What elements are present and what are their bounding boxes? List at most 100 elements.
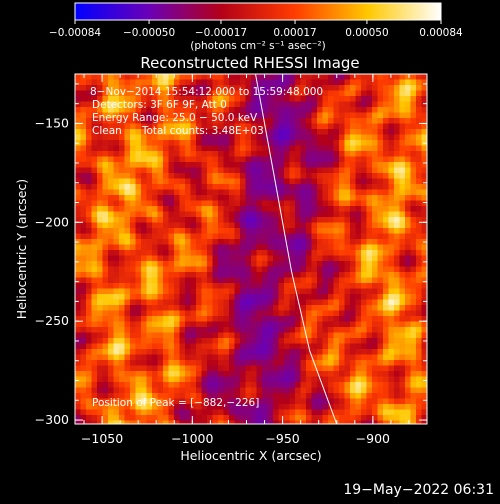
heatmap-cell xyxy=(421,184,427,190)
heatmap-cell xyxy=(119,239,125,245)
heatmap-cell xyxy=(355,162,362,168)
heatmap-cell xyxy=(174,151,180,157)
heatmap-cell xyxy=(355,151,362,157)
heatmap-cell xyxy=(300,404,307,410)
heatmap-cell xyxy=(278,305,285,311)
heatmap-cell xyxy=(119,360,125,366)
heatmap-cell xyxy=(124,393,131,399)
heatmap-cell xyxy=(157,415,164,421)
heatmap-cell xyxy=(317,327,323,333)
heatmap-cell xyxy=(124,250,131,256)
heatmap-cell xyxy=(163,206,169,212)
heatmap-cell xyxy=(388,145,395,152)
heatmap-cell xyxy=(179,266,186,273)
heatmap-cell xyxy=(372,349,378,355)
heatmap-cell xyxy=(416,255,422,262)
heatmap-cell xyxy=(179,244,186,251)
heatmap-cell xyxy=(135,96,142,102)
heatmap-cell xyxy=(333,233,340,240)
heatmap-cell xyxy=(284,261,290,267)
heatmap-cell xyxy=(97,90,103,97)
heatmap-cell xyxy=(317,338,323,344)
heatmap-cell xyxy=(256,382,263,388)
heatmap-cell xyxy=(157,261,164,267)
heatmap-cell xyxy=(218,250,224,256)
heatmap-cell xyxy=(80,332,87,339)
heatmap-cell xyxy=(135,79,142,86)
heatmap-cell xyxy=(240,338,246,344)
heatmap-cell xyxy=(240,272,246,278)
heatmap-cell xyxy=(179,173,186,179)
heatmap-cell xyxy=(240,310,246,317)
heatmap-cell xyxy=(262,365,268,372)
heatmap-cell xyxy=(317,189,323,196)
heatmap-cell xyxy=(179,376,186,383)
heatmap-cell xyxy=(355,74,362,80)
heatmap-cell xyxy=(344,294,351,300)
heatmap-cell xyxy=(251,294,257,300)
heatmap-cell xyxy=(146,360,153,366)
heatmap-cell xyxy=(174,250,180,256)
heatmap-cell xyxy=(97,112,103,119)
heatmap-cell xyxy=(190,310,197,317)
heatmap-cell xyxy=(163,195,169,201)
heatmap-cell xyxy=(97,415,103,421)
heatmap-cell xyxy=(146,288,153,295)
heatmap-cell xyxy=(295,151,301,157)
heatmap-cell xyxy=(377,200,384,207)
heatmap-cell xyxy=(179,200,186,207)
heatmap-cell xyxy=(383,200,389,207)
heatmap-cell xyxy=(119,266,125,273)
heatmap-cell xyxy=(289,239,296,245)
heatmap-cell xyxy=(75,107,81,113)
heatmap-cell xyxy=(174,112,180,119)
heatmap-cell xyxy=(300,343,307,350)
heatmap-cell xyxy=(383,239,389,245)
heatmap-cell xyxy=(196,283,202,289)
heatmap-cell xyxy=(399,162,406,168)
heatmap-cell xyxy=(300,167,307,174)
heatmap-cell xyxy=(251,250,257,256)
heatmap-cell xyxy=(289,112,296,119)
heatmap-cell xyxy=(317,316,323,322)
heatmap-cell xyxy=(289,371,296,377)
heatmap-cell xyxy=(201,250,208,256)
heatmap-cell xyxy=(300,189,307,196)
heatmap-cell xyxy=(361,272,367,278)
heatmap-cell xyxy=(157,222,164,229)
heatmap-cell xyxy=(80,261,87,267)
heatmap-cell xyxy=(410,343,417,350)
heatmap-cell xyxy=(102,310,109,317)
heatmap-cell xyxy=(251,129,257,135)
heatmap-cell xyxy=(344,261,351,267)
heatmap-cell xyxy=(388,393,395,399)
heatmap-cell xyxy=(344,239,351,245)
heatmap-cell xyxy=(300,228,307,234)
heatmap-cell xyxy=(328,140,334,146)
heatmap-cell xyxy=(284,96,290,102)
heatmap-cell xyxy=(141,305,147,311)
heatmap-cell xyxy=(130,211,136,218)
x-axis-label: Heliocentric X (arcsec) xyxy=(180,448,321,463)
heatmap-cell xyxy=(300,299,307,306)
heatmap-cell xyxy=(174,79,180,86)
heatmap-cell xyxy=(113,305,120,311)
heatmap-cell xyxy=(240,239,246,245)
heatmap-cell xyxy=(201,398,208,405)
heatmap-cell xyxy=(256,354,263,361)
heatmap-cell xyxy=(383,112,389,119)
heatmap-cell xyxy=(229,283,235,289)
heatmap-cell xyxy=(344,387,351,394)
heatmap-cell xyxy=(218,288,224,295)
heatmap-cell xyxy=(201,294,208,300)
heatmap-cell xyxy=(190,173,197,179)
heatmap-cell xyxy=(212,239,219,245)
heatmap-cell xyxy=(289,376,296,383)
heatmap-cell xyxy=(278,294,285,300)
heatmap-cell xyxy=(399,365,406,372)
heatmap-cell xyxy=(190,349,197,355)
heatmap-cell xyxy=(141,343,147,350)
heatmap-cell xyxy=(102,398,109,405)
heatmap-cell xyxy=(289,74,296,80)
heatmap-cell xyxy=(157,206,164,212)
